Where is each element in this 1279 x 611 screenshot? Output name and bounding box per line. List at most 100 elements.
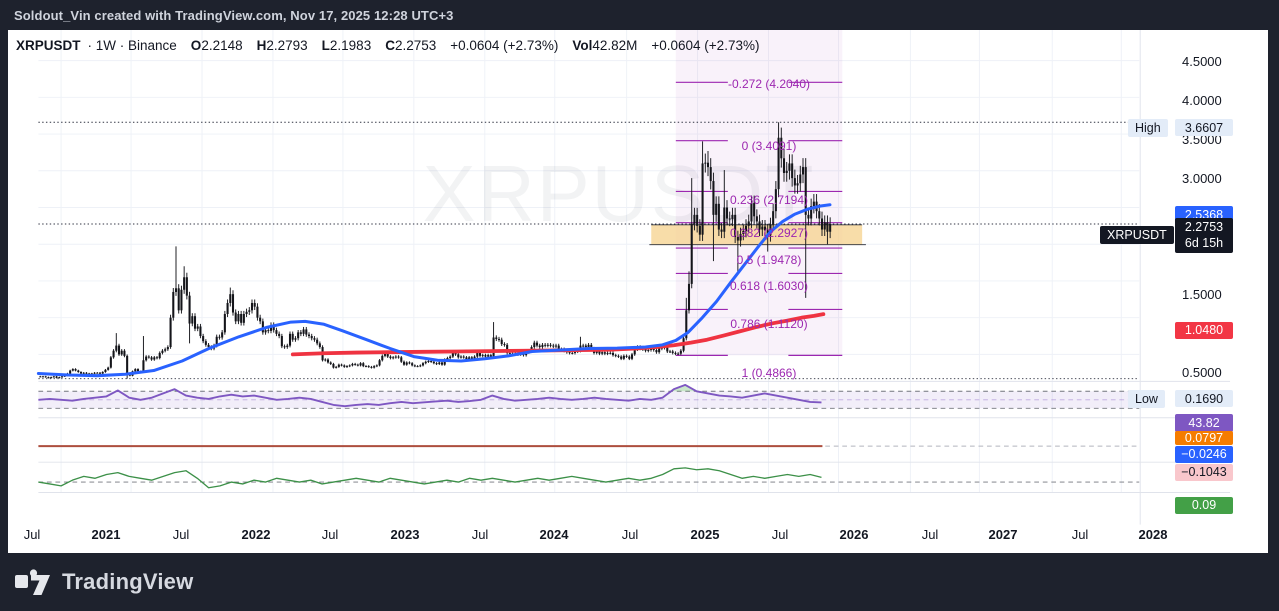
candle-body	[223, 313, 226, 333]
legend-volume: Vol42.82M	[572, 37, 638, 53]
candle-body	[340, 364, 343, 366]
month-axis-label: Jul	[771, 527, 789, 542]
candle-body	[218, 336, 221, 338]
candle-body	[804, 167, 807, 215]
candle-body	[801, 167, 805, 175]
candle-body	[742, 231, 745, 234]
candle-body	[554, 345, 558, 347]
month-axis-label: Jul	[921, 527, 939, 542]
candle-body	[413, 365, 416, 367]
frame-right-strip	[1268, 0, 1279, 611]
candle-body	[476, 352, 479, 357]
indicator-badge-value: −0.1043	[1181, 465, 1227, 479]
candle-body	[601, 352, 604, 354]
candle-body	[552, 345, 555, 347]
year-axis-label: 2022	[241, 527, 271, 542]
candle-body	[739, 233, 742, 241]
candle-body	[818, 211, 821, 219]
legend-interval-exchange: · 1W · Binance	[87, 37, 177, 53]
fib-level-label: 0 (3.4091)	[741, 139, 797, 154]
rsi-band-fill	[38, 391, 1140, 409]
snapshot-attribution: Soldout_Vin created with TradingView.com…	[14, 7, 454, 23]
legend-symbol: XRPUSDT	[16, 37, 81, 53]
candle-body	[126, 355, 129, 375]
candle-body	[492, 337, 495, 357]
supply-zone	[651, 224, 863, 245]
candle-body	[117, 345, 121, 355]
candle-body	[630, 354, 634, 359]
candle-body	[590, 344, 593, 349]
candle-body	[193, 316, 197, 329]
candle-body	[812, 201, 815, 207]
candle-body	[723, 207, 726, 232]
candle-body	[364, 366, 368, 368]
price-tick-label: 1.5000	[1182, 287, 1222, 303]
candle-body	[60, 376, 64, 378]
indicator-badge-orange: 0.0797	[1175, 431, 1233, 445]
candle-body	[696, 214, 699, 226]
candle-body	[470, 357, 473, 359]
candle-body	[481, 355, 484, 357]
candle-body	[658, 348, 661, 353]
candle-body	[250, 302, 254, 311]
candle-body	[473, 356, 476, 359]
candle-body	[679, 350, 682, 354]
candle-body	[191, 316, 194, 324]
candle-body	[677, 353, 680, 355]
candle-body	[440, 362, 444, 365]
candle-body	[489, 355, 492, 357]
candle-body	[698, 225, 701, 235]
candle-body	[753, 203, 756, 217]
candle-body	[324, 359, 327, 361]
candle-body	[362, 363, 365, 367]
candle-body	[668, 351, 672, 353]
legend-low: L2.1983	[321, 37, 372, 53]
tradingview-logo-icon[interactable]	[14, 567, 52, 597]
candle-body	[71, 369, 74, 371]
candle-body	[734, 214, 737, 237]
candle-body	[571, 352, 574, 354]
candle-body	[98, 372, 102, 374]
chart-canvas[interactable]: XRPUSDT	[8, 30, 1268, 553]
candle-body	[459, 356, 463, 358]
candle-body	[763, 226, 767, 231]
legend-change: +0.0604 (+2.73%)	[450, 37, 559, 53]
candle-body	[430, 361, 433, 362]
month-axis-label: Jul	[23, 527, 41, 542]
candle-body	[633, 349, 636, 355]
candle-body	[332, 363, 335, 368]
candle-body	[264, 330, 267, 333]
month-axis-label: Jul	[471, 527, 489, 542]
indicator-badge-value: −0.0246	[1181, 447, 1227, 461]
candle-body	[302, 329, 305, 334]
symbol-price-tag: XRPUSDT	[1100, 226, 1174, 245]
candle-body	[557, 345, 560, 350]
price-badge-value: 0.1690	[1184, 391, 1224, 406]
candle-body	[283, 346, 286, 348]
price-badge-high: 3.6607	[1175, 119, 1233, 137]
candle-body	[77, 370, 80, 373]
candle-body	[196, 326, 199, 329]
candle-body	[215, 336, 218, 346]
candle-body	[351, 363, 354, 366]
candle-body	[90, 373, 93, 375]
fib-level-label: 0.786 (1.1120)	[730, 317, 808, 332]
candle-body	[174, 288, 178, 292]
tradingview-wordmark[interactable]: TradingView	[62, 569, 194, 594]
candle-body	[438, 362, 441, 364]
candle-body	[788, 163, 791, 171]
candle-body	[153, 357, 156, 360]
price-tick-label: 4.5000	[1182, 54, 1222, 70]
bottom-bar: TradingView	[0, 553, 1279, 611]
price-badge-red: 1.0480	[1175, 321, 1233, 339]
month-axis-label: Jul	[172, 527, 190, 542]
candle-body	[240, 313, 243, 323]
candle-body	[411, 363, 414, 366]
candle-body	[826, 222, 829, 232]
indicator-badge-purple: 43.82	[1175, 414, 1233, 432]
candle-body	[96, 372, 99, 374]
candle-body	[419, 365, 422, 367]
candle-body	[231, 294, 235, 313]
candle-body	[58, 377, 61, 379]
candle-body	[345, 366, 349, 368]
